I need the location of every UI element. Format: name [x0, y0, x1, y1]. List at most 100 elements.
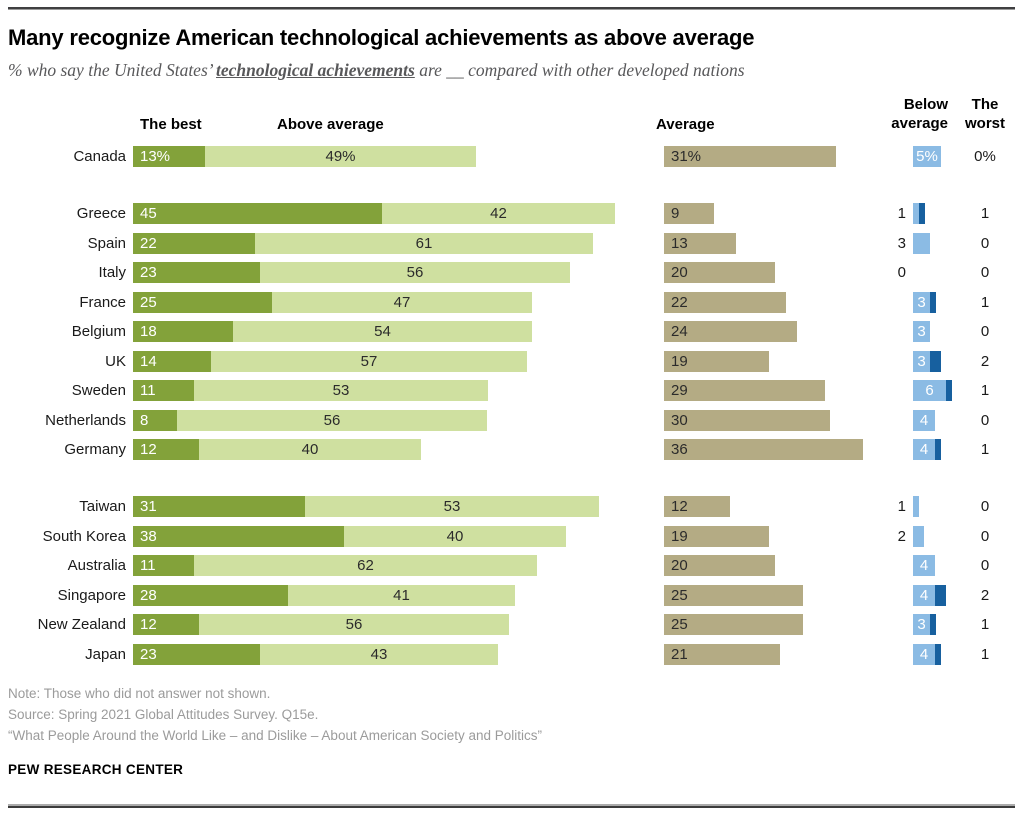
table-row: UK 14 57 19 3 2: [8, 350, 1015, 372]
country-label: Greece: [76, 205, 126, 222]
country-label: South Korea: [42, 527, 126, 545]
below-average-segment: [913, 203, 919, 224]
best-value: 14: [140, 352, 157, 370]
above-average-segment: 40: [344, 525, 566, 547]
worst-segment: [946, 380, 952, 401]
above-average-value: 49%: [325, 148, 356, 165]
table-row: Netherlands 8 56 30 4 0: [8, 409, 1015, 431]
above-average-value: 40: [446, 527, 464, 545]
worst-value: 0: [980, 527, 990, 545]
below-header-line2: average: [891, 115, 948, 132]
average-value: 19: [671, 527, 688, 545]
average-bar: 19: [664, 525, 769, 547]
best-value: 18: [140, 323, 157, 340]
best-value: 38: [140, 527, 157, 545]
column-headers: The best Above average Average Below ave…: [8, 89, 1015, 133]
above-average-value: 41: [393, 586, 410, 604]
above-average-segment: 61: [255, 232, 593, 254]
worst-value: 2: [980, 352, 990, 370]
best-above-stacked-bar: 23 56: [133, 262, 570, 283]
column-header-the-best: The best: [140, 116, 202, 133]
below-average-value-outside: 3: [897, 234, 906, 252]
above-average-value: 40: [301, 441, 319, 458]
worst-segment: [935, 643, 941, 665]
best-above-stacked-bar: 12 56: [133, 614, 509, 635]
below-average-segment: [913, 525, 924, 547]
below-average-segment: [913, 232, 930, 254]
above-average-segment: 56: [177, 409, 487, 431]
best-segment: 22: [133, 232, 255, 254]
average-value: 20: [671, 557, 688, 574]
column-header-above-average: Above average: [277, 116, 384, 133]
above-average-value: 57: [360, 352, 378, 370]
best-segment: 28: [133, 584, 288, 606]
best-segment: 8: [133, 409, 177, 431]
best-segment: 31: [133, 496, 305, 517]
best-value: 12: [140, 441, 157, 458]
average-bar: 20: [664, 262, 775, 283]
chart-page: Many recognize American technological ac…: [0, 7, 1023, 780]
below-average-value: 3: [917, 616, 926, 633]
worst-value: 2: [980, 586, 990, 604]
worst-value: 0: [980, 498, 990, 515]
country-label: Australia: [67, 557, 126, 574]
below-average-segment: 4: [913, 439, 935, 460]
best-above-stacked-bar: 8 56: [133, 409, 487, 431]
best-above-stacked-bar: 14 57: [133, 350, 527, 372]
subtitle-prefix: % who say the United States’: [8, 60, 217, 80]
table-row: Canada 13% 49% 31% 5% 0%: [8, 146, 1015, 167]
below-average-segment: [913, 496, 919, 517]
table-row: Greece 45 42 9 1 1: [8, 203, 1015, 224]
average-value: 13: [671, 234, 688, 252]
above-average-segment: 54: [233, 321, 532, 342]
average-bar: 25: [664, 614, 803, 635]
country-label: Italy: [98, 264, 126, 281]
table-row: France 25 47 22 3 1: [8, 291, 1015, 313]
average-value: 9: [671, 205, 680, 222]
below-average-value-outside: 1: [897, 205, 906, 222]
country-label: Japan: [85, 645, 126, 663]
best-above-stacked-bar: 25 47: [133, 291, 532, 313]
worst-segment: [935, 439, 941, 460]
worst-value: 0: [980, 411, 990, 429]
worst-segment: [930, 350, 941, 372]
country-label: Sweden: [71, 382, 126, 399]
country-label: Belgium: [71, 323, 126, 340]
below-average-value: 3: [917, 323, 926, 340]
below-average-segment: 6: [913, 380, 946, 401]
average-bar: 21: [664, 643, 780, 665]
best-value: 28: [140, 586, 157, 604]
best-above-stacked-bar: 18 54: [133, 321, 532, 342]
best-segment: 18: [133, 321, 233, 342]
above-average-segment: 56: [199, 614, 509, 635]
below-worst-stacked-bar: 3: [913, 321, 930, 342]
country-label: Taiwan: [79, 498, 126, 515]
below-average-value: 4: [919, 586, 929, 604]
average-bar: 30: [664, 409, 830, 431]
below-worst-stacked-bar: [913, 232, 930, 254]
best-above-stacked-bar: 23 43: [133, 643, 498, 665]
column-header-the-worst: The worst: [954, 95, 1016, 133]
average-value: 30: [671, 411, 688, 429]
average-value: 31%: [671, 148, 702, 165]
above-average-value: 61: [415, 234, 433, 252]
best-value: 8: [140, 411, 149, 429]
worst-value: 0: [980, 264, 990, 281]
country-label: UK: [105, 352, 126, 370]
best-value: 25: [140, 293, 157, 311]
table-row: South Korea 38 40 19 2 0: [8, 525, 1015, 547]
best-segment: 25: [133, 291, 272, 313]
above-average-value: 53: [443, 498, 461, 515]
average-bar: 31%: [664, 146, 836, 167]
worst-value: 1: [980, 616, 990, 633]
below-worst-stacked-bar: 4: [913, 584, 946, 606]
best-segment: 38: [133, 525, 344, 547]
below-worst-stacked-bar: 4: [913, 439, 941, 460]
worst-header-line1: The: [971, 96, 999, 113]
best-segment: 11: [133, 555, 194, 576]
chart-body: Canada 13% 49% 31% 5% 0% Greece 45 42 9 …: [8, 146, 1015, 665]
table-row: Japan 23 43 21 4 1: [8, 643, 1015, 665]
below-worst-stacked-bar: [913, 496, 919, 517]
best-above-stacked-bar: 38 40: [133, 525, 566, 547]
best-value: 12: [140, 616, 157, 633]
